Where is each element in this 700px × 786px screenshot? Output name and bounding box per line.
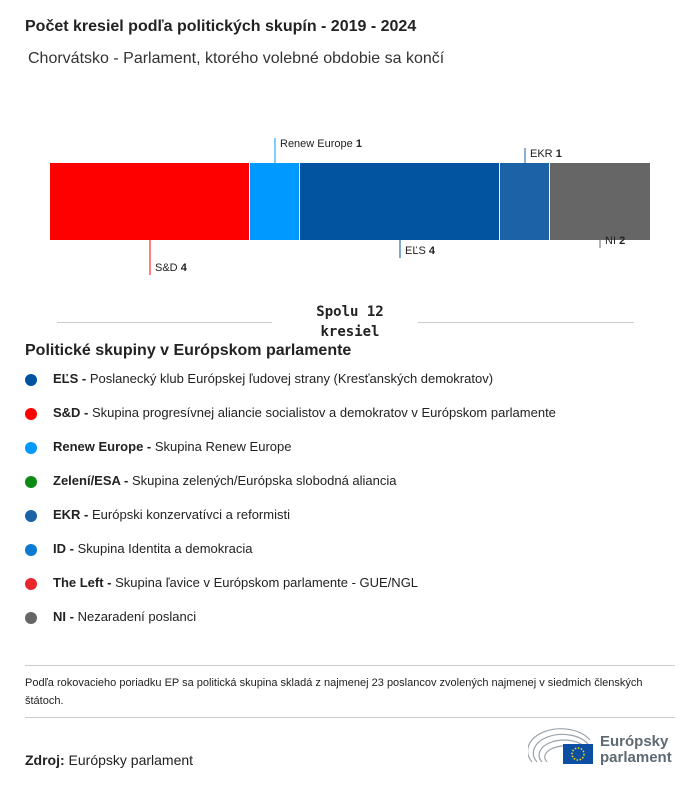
total-seats-label: Spolu 12 kresiel [316,304,384,340]
legend-title: Politické skupiny v Európskom parlamente [25,342,352,359]
data-label: EĽS 4 [405,245,436,257]
legend-dot-icon [25,544,37,556]
legend-item: EĽS - Poslanecký klub Európskej ľudovej … [25,371,556,405]
source: Zdroj: Európsky parlament [25,752,194,768]
bar-segment-3 [500,163,549,240]
legend-item: ID - Skupina Identita a demokracia [25,541,556,575]
logo-text: Európsky parlament [600,733,672,766]
data-label: NI 2 [605,235,625,247]
legend-item: The Left - Skupina ľavice v Európskom pa… [25,575,556,609]
divider [25,717,675,718]
legend-dot-icon [25,612,37,624]
legend-dot-icon [25,510,37,522]
legend-dot-icon [25,408,37,420]
legend-dot-icon [25,476,37,488]
legend-item: EKR - Európski konzervatívci a reformist… [25,507,556,541]
stacked-bar-chart: S&D 4 Renew Europe 1 EĽS 4 EKR 1 NI 2 [50,138,650,275]
chart-title: Počet kresiel podľa politických skupín -… [25,18,417,35]
bar-segment-2 [300,163,499,240]
divider [25,665,675,666]
legend-item: Zelení/ESA - Skupina zelených/Európska s… [25,473,556,507]
footnote: Podľa rokovacieho poriadku EP sa politic… [25,677,643,707]
data-label: EKR 1 [530,148,562,160]
legend: EĽS - Poslanecký klub Európskej ľudovej … [25,371,556,643]
legend-dot-icon [25,578,37,590]
bar-segment-1 [250,163,299,240]
data-label: S&D 4 [155,262,188,274]
divider [418,322,634,323]
data-label: Renew Europe 1 [280,138,362,150]
legend-dot-icon [25,374,37,386]
divider [57,322,272,323]
legend-item: Renew Europe - Skupina Renew Europe [25,439,556,473]
european-parliament-logo [528,728,593,764]
legend-item: NI - Nezaradení poslanci [25,609,556,643]
chart-subtitle: Chorvátsko - Parlament, ktorého volebné … [28,50,445,67]
bar-segment-0 [50,163,249,240]
legend-dot-icon [25,442,37,454]
legend-item: S&D - Skupina progresívnej aliancie soci… [25,405,556,439]
bar-segment-4 [550,163,650,240]
